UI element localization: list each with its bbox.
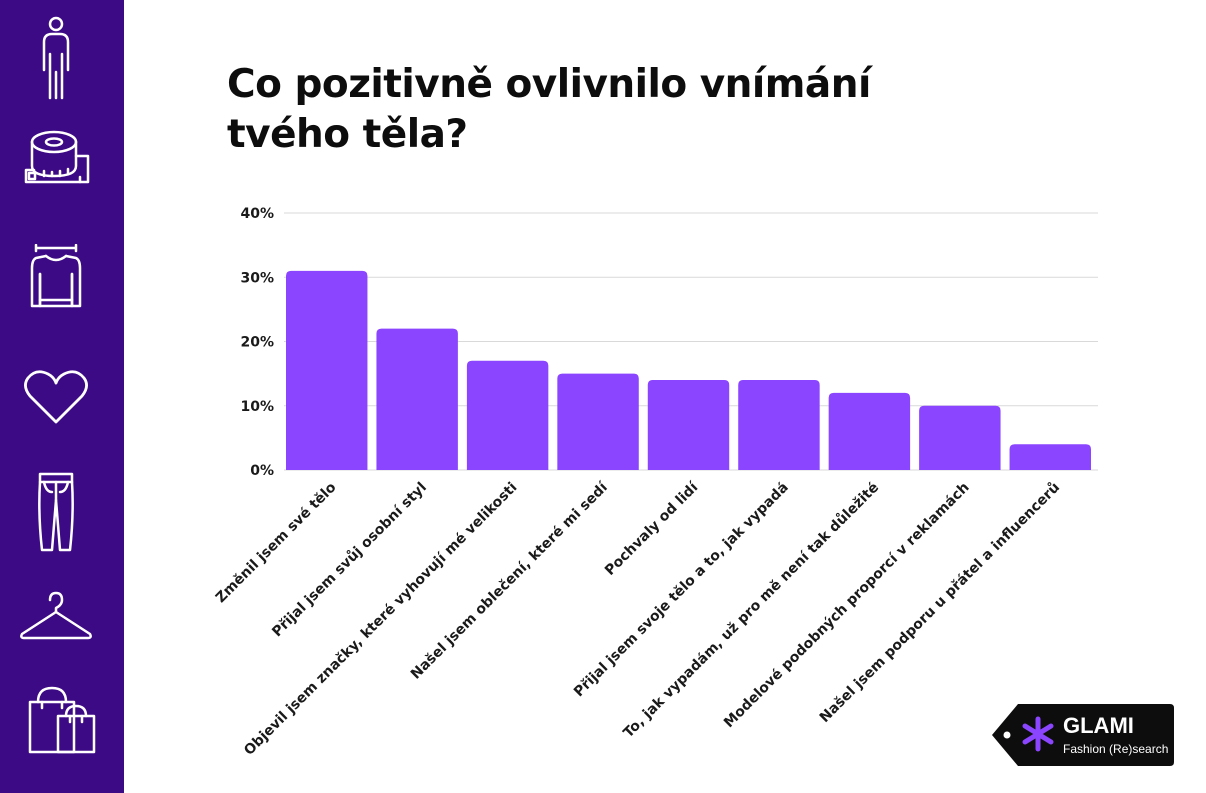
logo-tagline: Fashion (Re)search: [1063, 742, 1168, 756]
jeans-icon: [38, 472, 74, 552]
bar: [828, 392, 911, 470]
measuring-tape-icon: [24, 130, 90, 184]
y-tick-label: 10%: [240, 399, 274, 415]
y-tick-label: 20%: [240, 335, 274, 351]
bar: [376, 328, 458, 470]
bar: [647, 380, 730, 470]
sidebar: [0, 0, 124, 793]
bar: [466, 360, 549, 470]
bar: [738, 380, 820, 470]
page-title: Co pozitivně ovlivnilo vnímání tvého těl…: [227, 62, 871, 157]
x-tick-label: Našel jsem oblečení, které mi sedí: [408, 479, 612, 683]
x-tick-label: Přijal jsem svoje tělo a to, jak vypadá: [571, 480, 792, 701]
hanger-icon: [20, 591, 92, 640]
bar: [557, 373, 639, 470]
bar: [286, 270, 368, 470]
bar: [1009, 444, 1091, 470]
logo-tag-hole: [1003, 731, 1011, 739]
bar: [919, 405, 1001, 470]
sweater-icon: [30, 244, 82, 308]
logo-asterisk-icon: [1022, 716, 1054, 752]
y-tick-label: 30%: [240, 270, 274, 286]
y-tick-label: 40%: [240, 206, 274, 222]
heart-icon: [24, 370, 88, 424]
shopping-bags-icon: [28, 686, 96, 754]
x-tick-label: Pochvaly od lidí: [602, 479, 702, 579]
y-tick-label: 0%: [250, 463, 274, 479]
x-tick-label: Přijal jsem svůj osobní styl: [269, 479, 430, 640]
logo-name: GLAMI: [1063, 713, 1134, 738]
person-icon: [42, 16, 70, 100]
glami-logo: GLAMI Fashion (Re)search: [992, 704, 1174, 766]
